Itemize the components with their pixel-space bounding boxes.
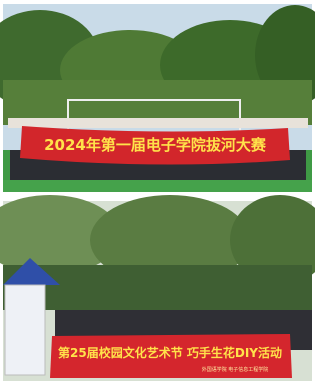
top-banner: 2024年第一届电子学院拔河大赛 xyxy=(20,126,290,165)
top-photo: 2024年第一届电子学院拔河大赛 xyxy=(0,4,315,192)
bottom-photo: 第25届校园文化艺术节 巧手生花DIY活动 外国语学院 电子信息工程学院 xyxy=(0,195,315,381)
bottom-banner: 第25届校园文化艺术节 巧手生花DIY活动 外国语学院 电子信息工程学院 xyxy=(50,334,292,378)
banner-text: 2024年第一届电子学院拔河大赛 xyxy=(44,136,267,154)
banner-text: 第25届校园文化艺术节 巧手生花DIY活动 xyxy=(58,345,282,360)
banner-subtitle: 外国语学院 电子信息工程学院 xyxy=(202,366,269,373)
photo-collage: 2024年第一届电子学院拔河大赛 第25届校园文化艺术节 巧手生花DIY活动 外… xyxy=(0,0,315,381)
